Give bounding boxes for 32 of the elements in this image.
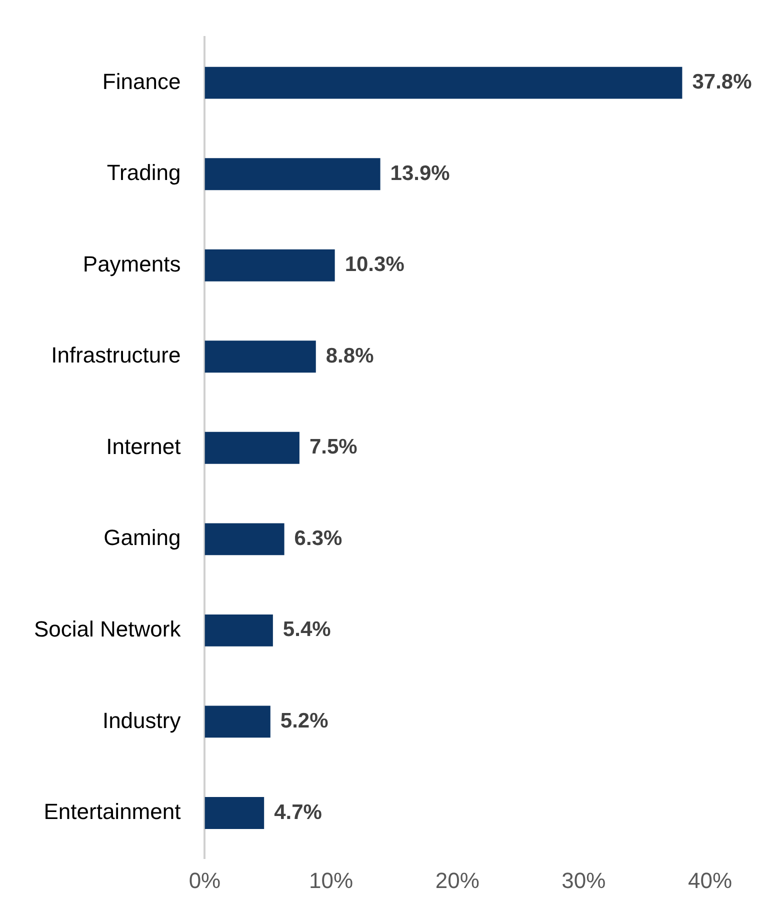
data-label: 7.5% bbox=[309, 436, 358, 459]
data-label: 4.7% bbox=[274, 800, 322, 824]
x-tick-label: 30% bbox=[562, 868, 606, 893]
data-label: 13.9% bbox=[390, 162, 450, 185]
bar bbox=[204, 614, 273, 646]
data-label: 5.2% bbox=[280, 709, 329, 732]
x-tick-label: 0% bbox=[188, 868, 221, 893]
bar bbox=[204, 249, 335, 282]
y-tick-label: Industry bbox=[102, 708, 181, 733]
y-tick-label: Finance bbox=[102, 68, 181, 94]
bar bbox=[204, 66, 682, 99]
y-tick-label: Gaming bbox=[104, 525, 181, 550]
data-label: 37.8% bbox=[692, 70, 752, 94]
data-label: 6.3% bbox=[294, 526, 342, 550]
data-label: 10.3% bbox=[344, 253, 405, 276]
y-tick-label: Payments bbox=[82, 251, 181, 276]
y-tick-label: Entertainment bbox=[44, 799, 181, 824]
bar bbox=[204, 340, 316, 373]
x-tick-label: 40% bbox=[688, 868, 732, 893]
data-label: 5.4% bbox=[282, 618, 332, 642]
y-tick-label: Internet bbox=[106, 434, 181, 459]
data-label: 8.8% bbox=[326, 344, 374, 368]
bar bbox=[204, 796, 264, 829]
y-tick-label: Social Network bbox=[34, 616, 182, 642]
bar bbox=[204, 158, 380, 190]
x-tick-label: 20% bbox=[435, 868, 480, 893]
y-tick-label: Infrastructure bbox=[51, 342, 181, 368]
bar bbox=[204, 706, 270, 738]
bar bbox=[204, 432, 300, 464]
y-tick-label: Trading bbox=[106, 160, 181, 186]
x-tick-label: 10% bbox=[309, 868, 354, 893]
bar bbox=[204, 523, 284, 556]
